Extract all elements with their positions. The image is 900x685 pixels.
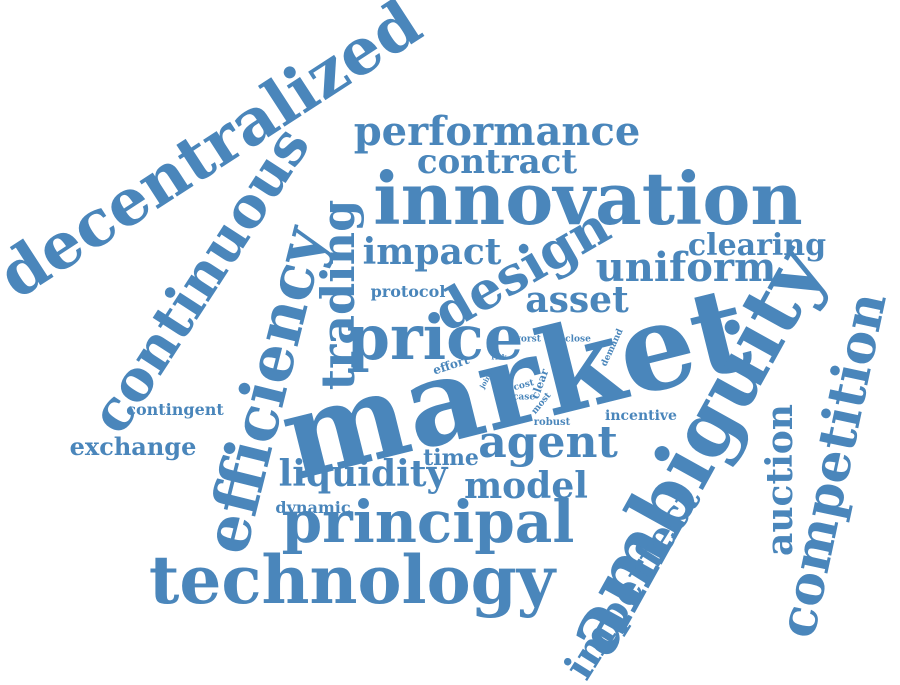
word-dynamic: dynamic [275,498,351,517]
word-performance: performance [353,108,641,155]
word-auction: auction [759,404,801,556]
word-impact: impact [362,231,502,273]
word-innovation: innovation [373,156,803,241]
word-contingent: contingent [126,400,224,419]
word-case: case [512,392,536,403]
word-principal: principal [281,488,575,556]
word-uniform: uniform [595,244,777,291]
word-close: close [565,334,591,345]
word-agent: agent [478,417,618,468]
word-incentive: incentive [605,408,677,424]
word-robust: robust [533,417,571,428]
word-time: time [423,445,479,471]
word-price: price [346,301,524,374]
word-protocol: protocol [370,282,446,301]
word-model: model [464,465,588,507]
word-contract: contract [416,142,578,182]
word-asset: asset [525,279,629,321]
word-liquidity: liquidity [278,453,448,495]
word-clearing: clearing [687,228,827,263]
word-trading: trading [311,199,365,391]
word-technology: technology [148,541,556,619]
word-worst: worst [513,334,541,345]
word-risk: risk [491,352,507,362]
word-exchange: exchange [69,432,197,461]
